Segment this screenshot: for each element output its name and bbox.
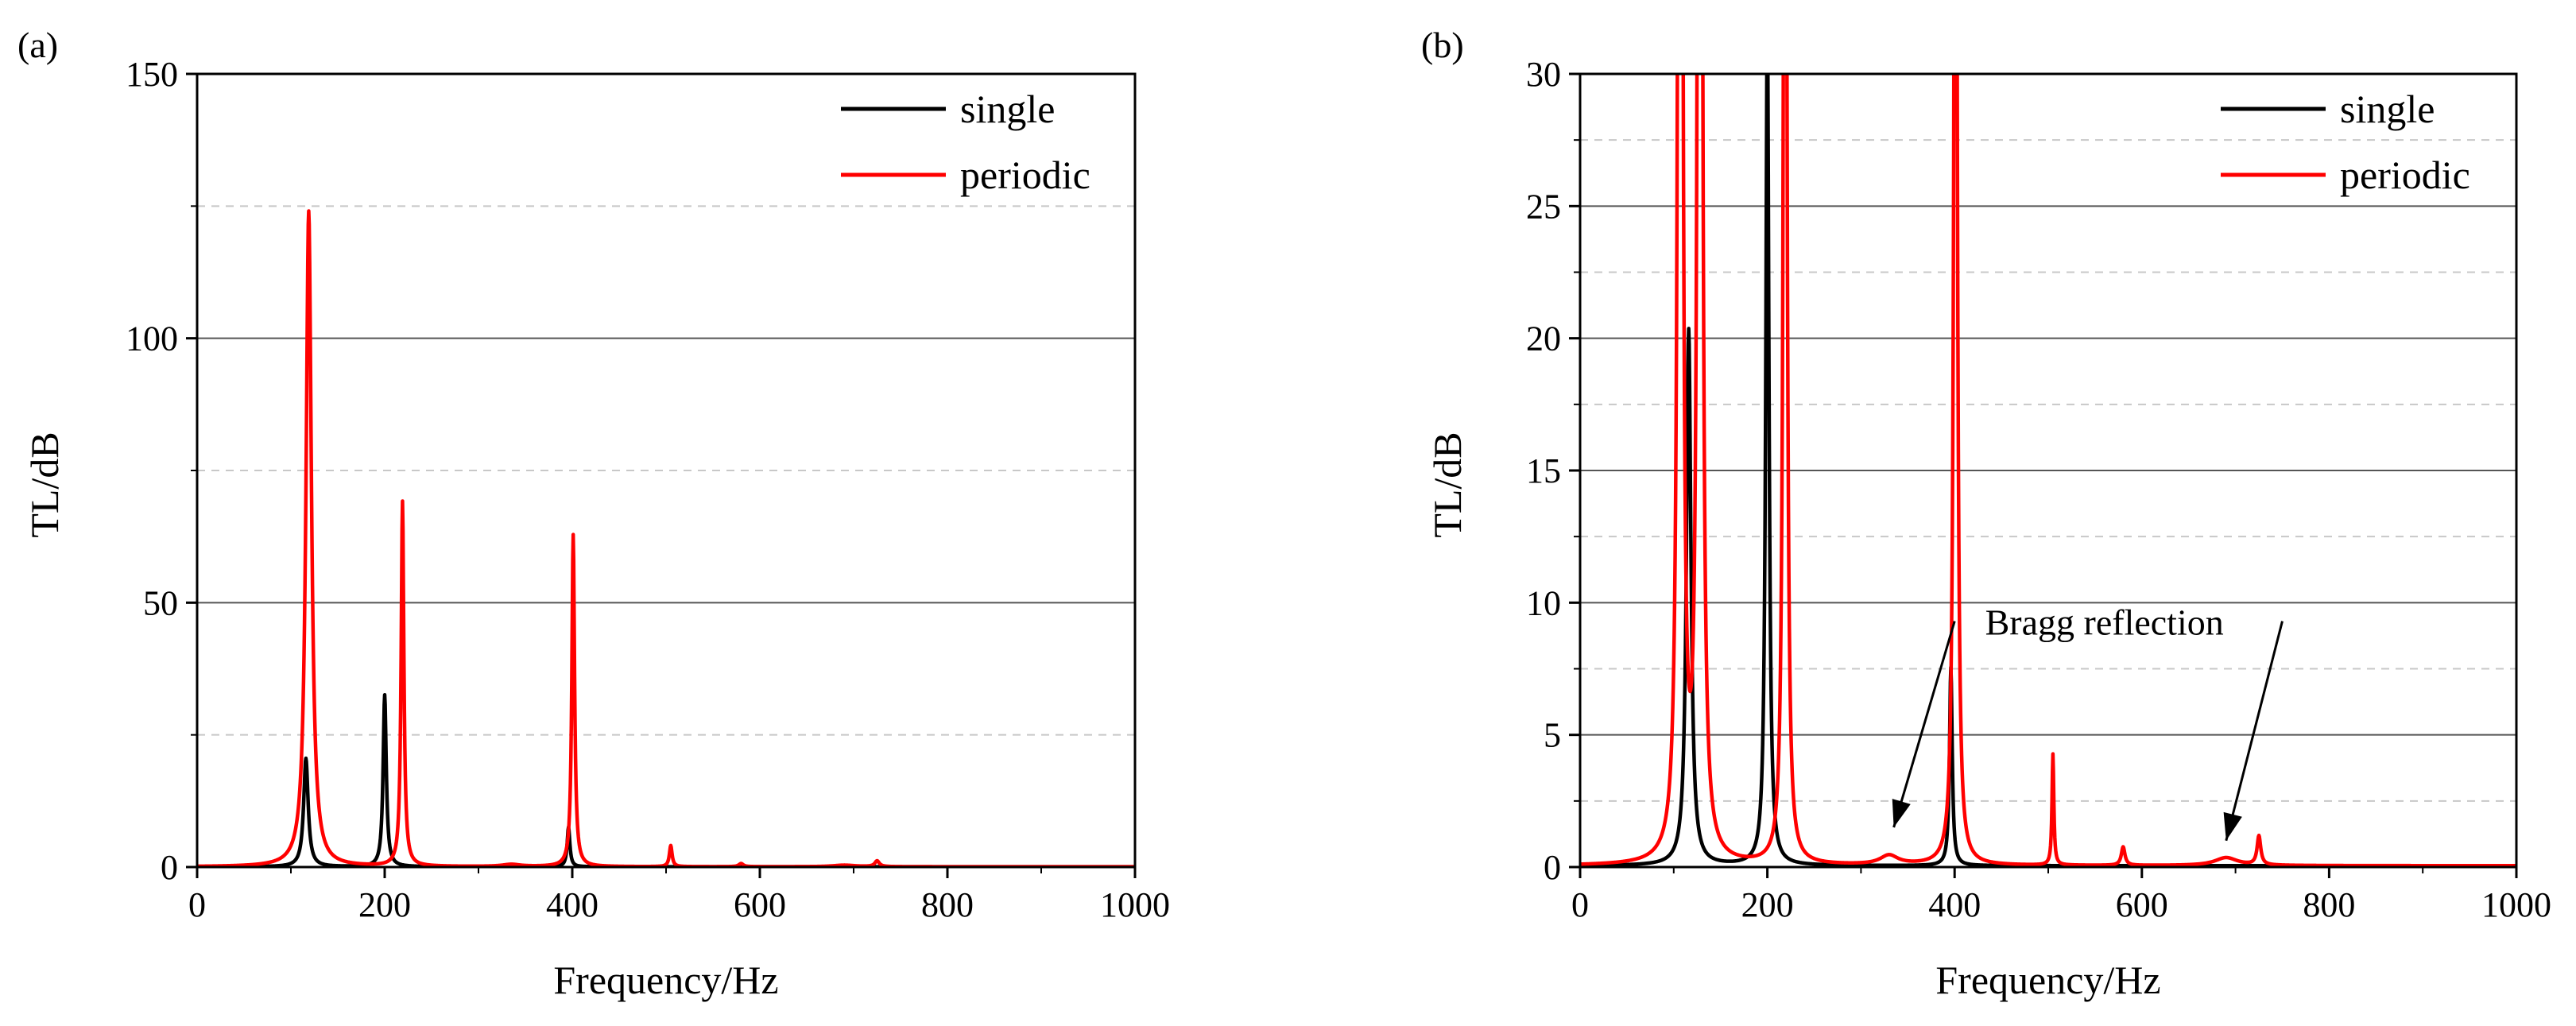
panel-b: 0 200 400 600 800 1000 0 5 10 15 20 25 30 Frequency/H… (1421, 25, 2551, 1002)
y-tick-label: 15 (1526, 451, 1561, 490)
y-tick-label: 0 (161, 848, 178, 887)
x-tick-label: 600 (2116, 885, 2168, 924)
x-tick-label: 800 (2303, 885, 2355, 924)
y-tick-label: 150 (126, 55, 178, 94)
series-line-periodic (1580, 74, 2516, 867)
annotation-arrowhead (2223, 811, 2242, 841)
x-tick-label: 0 (1571, 885, 1589, 924)
panel-label: (a) (17, 25, 58, 65)
series-line-periodic (197, 209, 1135, 867)
annotation-arrow (1892, 621, 1956, 828)
annotation-arrowhead (1892, 799, 1911, 828)
x-tick-label: 200 (358, 885, 411, 924)
y-axis-title: TL/dB (22, 432, 67, 537)
x-tick-label: 1000 (1100, 885, 1170, 924)
panel-a: 0 200 400 600 800 1000 0 50 100 150 Frequency/Hz TL… (17, 25, 1170, 1002)
x-tick-label: 200 (1741, 885, 1794, 924)
y-tick-label: 25 (1526, 187, 1561, 226)
y-tick-label: 100 (126, 319, 178, 358)
legend-label-single: single (2340, 87, 2435, 131)
y-tick-label: 0 (1544, 848, 1561, 887)
x-tick-label: 800 (921, 885, 974, 924)
annotation-arrow (2225, 621, 2284, 842)
panel-label: (b) (1421, 25, 1464, 65)
y-tick-label: 50 (143, 583, 178, 622)
series-line-single (1580, 74, 2516, 867)
x-tick-label: 400 (546, 885, 598, 924)
series-line-single (197, 693, 1135, 867)
y-tick-label: 5 (1544, 716, 1561, 755)
x-axis-title: Frequency/Hz (1935, 958, 2160, 1002)
y-tick-label: 30 (1526, 55, 1561, 94)
x-tick-label: 400 (1928, 885, 1981, 924)
annotation-text: Bragg reflection (1985, 602, 2224, 642)
y-tick-label: 20 (1526, 319, 1561, 358)
y-axis-title: TL/dB (1425, 432, 1470, 537)
x-tick-label: 600 (734, 885, 786, 924)
legend-label-periodic: periodic (960, 153, 1090, 197)
legend-label-single: single (960, 87, 1055, 131)
x-tick-label: 1000 (2481, 885, 2551, 924)
x-axis-title: Frequency/Hz (553, 958, 778, 1002)
x-tick-label: 0 (188, 885, 206, 924)
legend-label-periodic: periodic (2340, 153, 2470, 197)
y-tick-label: 10 (1526, 583, 1561, 622)
